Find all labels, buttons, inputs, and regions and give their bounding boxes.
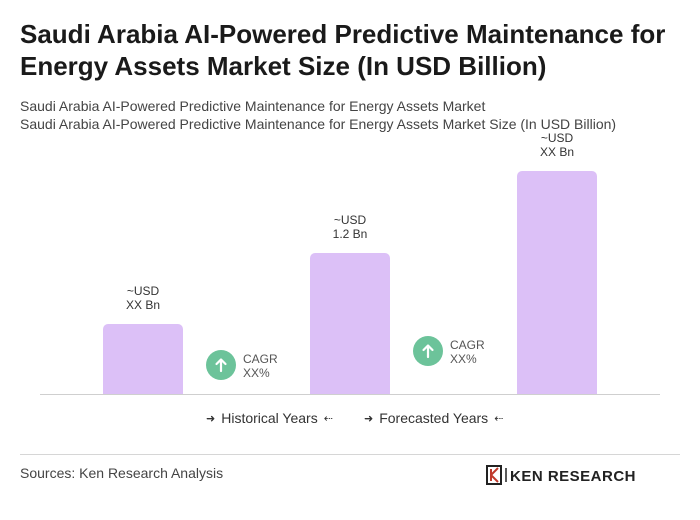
arrow-right-icon: ➜ bbox=[364, 412, 374, 425]
bar-value-text: XX Bn bbox=[539, 145, 575, 159]
footer-divider bbox=[20, 454, 680, 455]
cagr-label: CAGR bbox=[450, 338, 485, 352]
cagr-value: XX% bbox=[243, 366, 270, 380]
x-axis-baseline bbox=[40, 394, 660, 395]
bar-value-text: 1.2 Bn bbox=[332, 227, 368, 241]
bar-value-prefix: ~USD bbox=[126, 284, 160, 298]
bar-value-prefix: ~USD bbox=[333, 213, 367, 227]
cagr-badge-1: CAGR XX% bbox=[206, 350, 296, 380]
arrow-up-icon bbox=[413, 336, 443, 366]
cagr-value: XX% bbox=[450, 352, 477, 366]
bar-value-prefix: ~USD bbox=[540, 131, 574, 145]
arrow-left-icon: ⇠ bbox=[323, 412, 333, 425]
logo-mark bbox=[486, 465, 502, 485]
bar-value-label-3: ~USD XX Bn bbox=[497, 131, 617, 159]
legend-forecasted-label: Forecasted Years bbox=[379, 410, 489, 426]
bar-1 bbox=[103, 324, 183, 394]
chart-title: Saudi Arabia AI-Powered Predictive Maint… bbox=[20, 19, 666, 81]
legend-historical: ➜ Historical Years ⇠ bbox=[200, 410, 339, 426]
ken-research-logo: KEN RESEARCH bbox=[486, 465, 636, 485]
cagr-text: CAGR XX% bbox=[450, 338, 485, 366]
cagr-text: CAGR XX% bbox=[243, 352, 278, 380]
arrow-right-icon: ➜ bbox=[206, 412, 216, 425]
source-note: Sources: Ken Research Analysis bbox=[20, 465, 224, 481]
legend-forecasted: ➜ Forecasted Years ⇠ bbox=[358, 410, 509, 426]
bar-2 bbox=[310, 253, 390, 394]
arrow-left-icon: ⇠ bbox=[494, 412, 504, 425]
bar-3 bbox=[517, 171, 597, 394]
chart-subtitle-secondary: Saudi Arabia AI-Powered Predictive Maint… bbox=[20, 116, 617, 132]
logo-text: KEN RESEARCH bbox=[510, 468, 636, 485]
cagr-badge-2: CAGR XX% bbox=[413, 336, 503, 366]
chart-subtitle: Saudi Arabia AI-Powered Predictive Maint… bbox=[20, 98, 486, 114]
bar-value-label-1: ~USD XX Bn bbox=[83, 284, 203, 312]
cagr-label: CAGR bbox=[243, 352, 278, 366]
arrow-up-icon bbox=[206, 350, 236, 380]
legend-historical-label: Historical Years bbox=[221, 410, 318, 426]
bar-value-text: XX Bn bbox=[125, 298, 161, 312]
bar-value-label-2: ~USD 1.2 Bn bbox=[290, 213, 410, 241]
